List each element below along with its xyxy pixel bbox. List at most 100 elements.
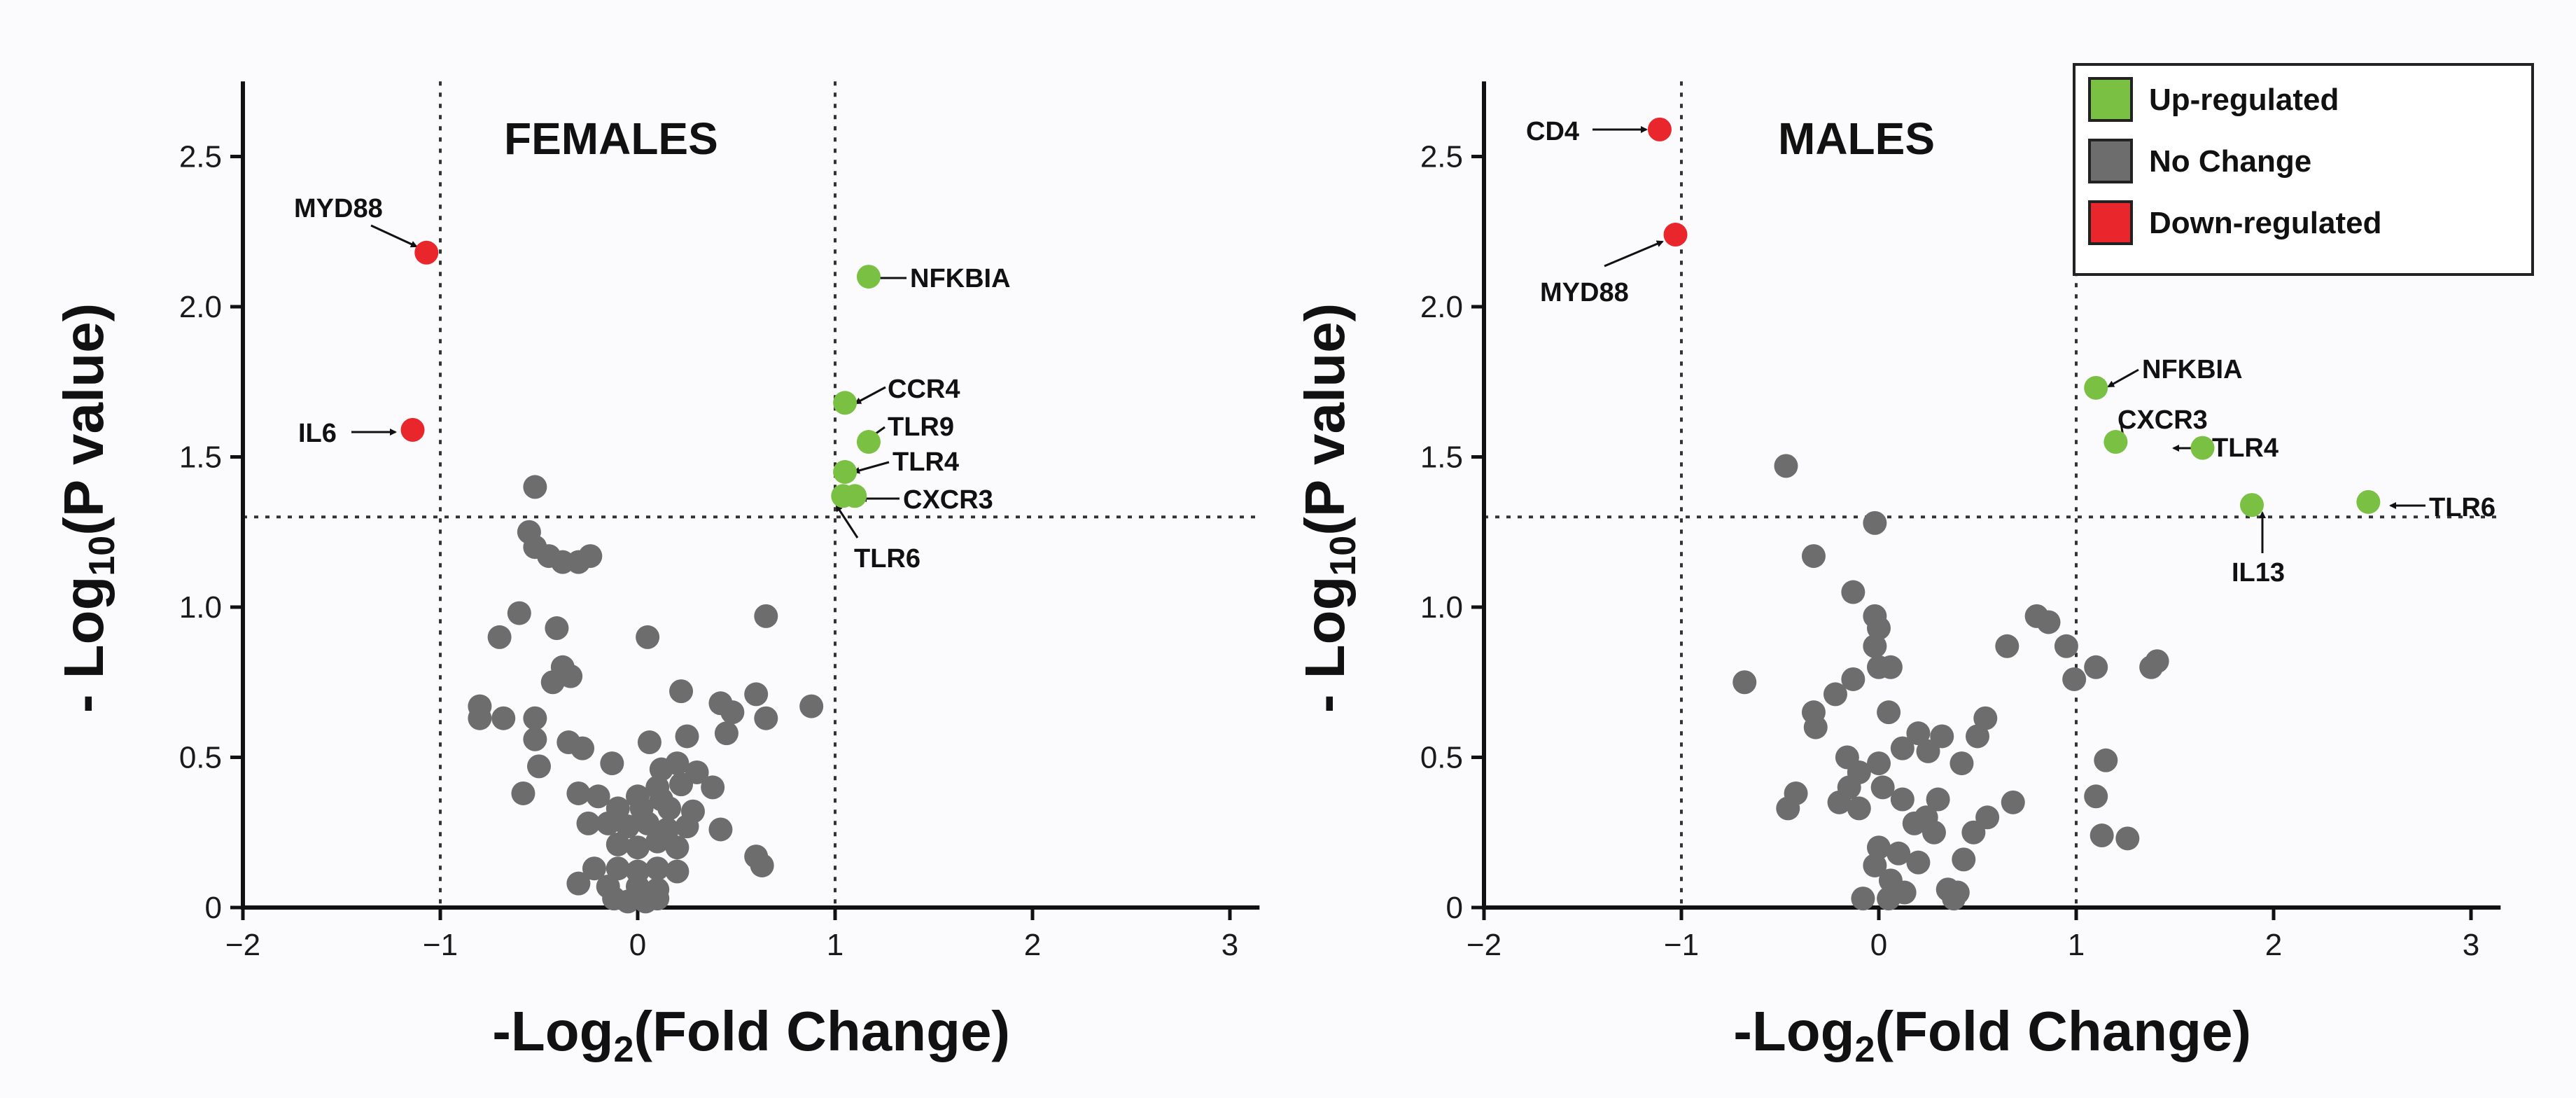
data-point-no-change: [523, 475, 547, 499]
point-label-myd88: MYD88: [294, 194, 383, 223]
legend: Up-regulated No Change Down-regulated: [2073, 63, 2534, 276]
data-point-no-change: [1949, 751, 1974, 776]
label-arrow: [1604, 240, 1664, 267]
data-point-no-change: [1975, 805, 2000, 830]
x-tick-label: 2: [1024, 928, 1041, 962]
data-point-no-change: [545, 616, 569, 641]
y-axis-title-group: - Log10(P value): [1294, 303, 1364, 713]
legend-label: No Change: [2149, 144, 2311, 179]
data-point-no-change: [523, 727, 547, 751]
y-axis-title: - Log10(P value): [52, 303, 122, 713]
data-point-no-change: [511, 781, 536, 805]
y-axis-title-group: - Log10(P value): [52, 303, 122, 713]
data-point-no-change: [2084, 784, 2108, 809]
data-point-no-change: [566, 871, 591, 896]
legend-label: Up-regulated: [2149, 83, 2339, 117]
label-arrow: [835, 504, 859, 538]
data-point-no-change: [559, 664, 583, 688]
data-point-no-change: [1801, 544, 1826, 569]
data-point-no-change: [1902, 811, 1926, 835]
data-point-no-change: [1827, 790, 1851, 814]
point-label-tlr4: TLR4: [892, 447, 959, 477]
data-point-no-change: [1774, 454, 1798, 478]
x-tick-label: −1: [1664, 928, 1699, 962]
data-point-no-change: [708, 817, 733, 842]
data-point-no-change: [665, 751, 690, 776]
data-point-no-change: [1803, 715, 1828, 739]
data-point-no-change: [1847, 796, 1871, 821]
data-point-no-change: [1867, 616, 1891, 641]
data-point-no-change: [570, 736, 595, 760]
y-axis-title-sub: 10: [1323, 536, 1364, 576]
data-point-no-change: [669, 772, 694, 797]
data-point-no-change: [2062, 667, 2087, 691]
data-point-no-change: [2090, 824, 2114, 848]
data-point-down-il6: [400, 417, 425, 442]
point-label-tlr4: TLR4: [2212, 433, 2278, 463]
label-arrow: [2107, 368, 2139, 388]
data-point-no-change: [1863, 510, 1887, 535]
data-point-no-change: [1961, 820, 1986, 845]
data-point-no-change: [596, 811, 620, 835]
data-point-no-change: [1867, 751, 1891, 776]
point-label-tlr9: TLR9: [888, 412, 954, 442]
data-point-no-change: [1870, 775, 1895, 800]
data-point-no-change: [1867, 835, 1891, 860]
data-point-no-change: [744, 682, 769, 707]
y-axis-title: - Log10(P value): [1294, 303, 1364, 713]
x-tick-label: −1: [423, 928, 458, 962]
point-label-il13: IL13: [2232, 558, 2285, 588]
data-point-up-tlr4: [2190, 436, 2215, 460]
y-tick-label: 0: [1446, 891, 1463, 925]
point-label-tlr6: TLR6: [2429, 493, 2496, 522]
data-point-no-change: [2054, 634, 2078, 658]
data-point-no-change: [1841, 580, 1865, 604]
data-point-no-change: [1890, 787, 1914, 812]
data-point-no-change: [615, 814, 640, 839]
data-point-no-change: [799, 694, 824, 718]
data-point-no-change: [1863, 634, 1887, 658]
data-point-no-change: [1916, 739, 1940, 763]
x-axis-title: -Log2(Fold Change): [492, 1000, 1010, 1070]
data-point-up-il13: [2239, 493, 2264, 517]
y-tick-label: 0: [205, 891, 222, 925]
x-axis-title-part: -Log: [492, 1000, 613, 1062]
data-point-no-change: [523, 706, 547, 730]
data-point-down-myd88: [1663, 223, 1688, 247]
data-point-no-change: [750, 853, 774, 877]
x-tick-label: 0: [1870, 928, 1887, 962]
y-axis-title-rest: (P value): [52, 303, 115, 536]
y-axis-title-sub: 10: [82, 536, 122, 576]
panel-title: FEMALES: [504, 113, 718, 164]
data-point-no-change: [1863, 853, 1887, 877]
data-point-no-change: [1926, 787, 1950, 812]
data-point-down-myd88: [414, 240, 439, 265]
x-axis-title-part: -Log: [1733, 1000, 1854, 1062]
data-point-no-change: [586, 784, 610, 809]
point-label-cxcr3: CXCR3: [2118, 405, 2208, 435]
point-label-nfkbia: NFKBIA: [2142, 355, 2243, 384]
data-point-no-change: [1841, 667, 1865, 691]
data-point-no-change: [2115, 826, 2140, 851]
y-axis-title-rest: (P value): [1294, 303, 1356, 536]
x-tick-label: 0: [629, 928, 646, 962]
data-point-no-change: [1851, 887, 1875, 911]
data-point-up-ccr4: [833, 391, 858, 415]
data-point-no-change: [1952, 847, 1976, 872]
data-point-no-change: [1942, 887, 1966, 911]
data-point-up-tlr9: [856, 430, 881, 454]
data-point-no-change: [2001, 790, 2025, 814]
data-point-no-change: [669, 679, 694, 704]
y-tick-label: 1.5: [179, 440, 222, 475]
point-label-nfkbia: NFKBIA: [910, 264, 1011, 293]
data-point-no-change: [606, 832, 630, 856]
data-point-no-change: [1886, 841, 1911, 866]
data-point-no-change: [468, 706, 492, 730]
point-label-tlr6: TLR6: [854, 544, 920, 574]
data-point-no-change: [665, 835, 690, 860]
point-label-cxcr3: CXCR3: [903, 485, 993, 515]
x-tick-label: 3: [1222, 928, 1238, 962]
data-point-no-change: [1906, 721, 1931, 746]
data-point-no-change: [1877, 700, 1901, 725]
y-tick-label: 1.5: [1420, 440, 1463, 475]
